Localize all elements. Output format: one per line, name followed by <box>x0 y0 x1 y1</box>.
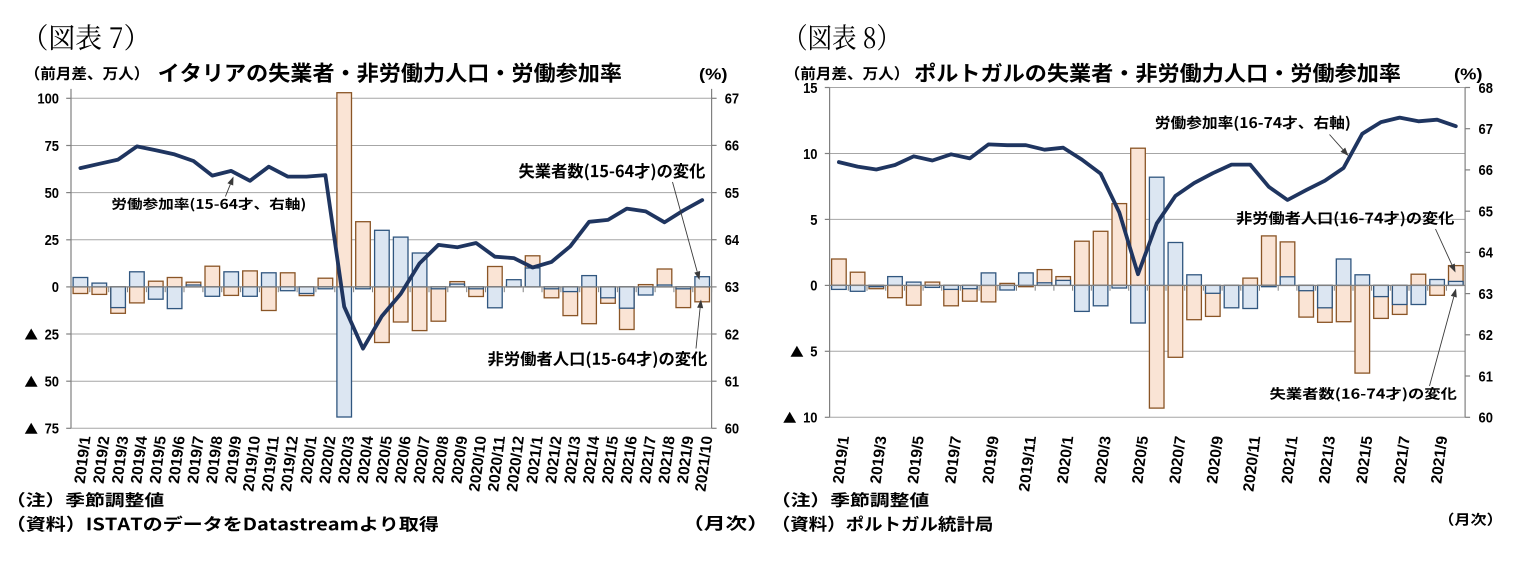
svg-text:2020/1: 2020/1 <box>298 435 321 484</box>
svg-text:2019/5: 2019/5 <box>905 435 928 484</box>
svg-text:10: 10 <box>803 146 817 163</box>
svg-text:10: 10 <box>803 410 817 427</box>
svg-text:75: 75 <box>45 138 59 155</box>
svg-text:2021/8: 2021/8 <box>656 435 679 484</box>
svg-text:5: 5 <box>810 344 817 361</box>
svg-text:62: 62 <box>1479 327 1493 344</box>
svg-text:2019/6: 2019/6 <box>166 435 189 484</box>
svg-text:67: 67 <box>1479 121 1493 138</box>
svg-text:2020/2: 2020/2 <box>317 435 340 484</box>
svg-text:2021/1: 2021/1 <box>1279 435 1302 484</box>
svg-text:2019/8: 2019/8 <box>204 435 227 484</box>
svg-text:2020/6: 2020/6 <box>392 435 415 484</box>
svg-text:60: 60 <box>725 421 739 438</box>
svg-text:2021/2: 2021/2 <box>543 435 566 484</box>
svg-text:66: 66 <box>725 138 739 155</box>
svg-text:2020/9: 2020/9 <box>1204 435 1227 484</box>
svg-text:2021/9: 2021/9 <box>1428 435 1451 484</box>
svg-text:65: 65 <box>725 185 739 202</box>
svg-text:2021/5: 2021/5 <box>599 435 622 484</box>
svg-text:2020/4: 2020/4 <box>354 435 377 484</box>
svg-text:2020/3: 2020/3 <box>1092 435 1115 484</box>
svg-text:2021/3: 2021/3 <box>562 435 585 484</box>
svg-text:64: 64 <box>1479 245 1494 262</box>
svg-text:2020/5: 2020/5 <box>1129 435 1152 484</box>
svg-text:2020/7: 2020/7 <box>1167 435 1190 484</box>
svg-text:2019/2: 2019/2 <box>91 435 114 484</box>
svg-text:2020/1: 2020/1 <box>1054 435 1077 484</box>
svg-text:2021/6: 2021/6 <box>618 435 641 484</box>
svg-text:15: 15 <box>803 80 817 97</box>
svg-text:50: 50 <box>45 185 59 202</box>
svg-text:100: 100 <box>37 91 59 108</box>
svg-text:63: 63 <box>725 279 739 296</box>
svg-text:2020/3: 2020/3 <box>335 435 358 484</box>
svg-text:62: 62 <box>725 326 739 343</box>
svg-text:2021/4: 2021/4 <box>580 435 603 484</box>
svg-text:61: 61 <box>725 374 739 391</box>
svg-text:2019/9: 2019/9 <box>222 435 245 484</box>
svg-text:0: 0 <box>810 278 817 295</box>
svg-text:2019/1: 2019/1 <box>72 435 95 484</box>
svg-text:25: 25 <box>45 326 59 343</box>
svg-text:(%): (%) <box>699 67 728 84</box>
svg-text:2021/3: 2021/3 <box>1316 435 1339 484</box>
svg-text:0: 0 <box>52 279 59 296</box>
svg-text:2020/5: 2020/5 <box>373 435 396 484</box>
svg-text:2021/1: 2021/1 <box>524 435 547 484</box>
svg-text:65: 65 <box>1479 204 1493 221</box>
svg-text:75: 75 <box>45 421 59 438</box>
svg-text:2019/1: 2019/1 <box>830 435 853 484</box>
svg-text:2021/5: 2021/5 <box>1354 435 1377 484</box>
svg-text:50: 50 <box>45 374 59 391</box>
svg-text:2020/7: 2020/7 <box>411 435 434 484</box>
svg-text:2019/3: 2019/3 <box>109 435 132 484</box>
svg-text:63: 63 <box>1479 286 1493 303</box>
svg-text:67: 67 <box>725 91 739 108</box>
svg-text:66: 66 <box>1479 162 1493 179</box>
svg-text:2019/7: 2019/7 <box>942 435 965 484</box>
svg-text:64: 64 <box>725 232 740 249</box>
svg-text:2019/3: 2019/3 <box>868 435 891 484</box>
svg-text:68: 68 <box>1479 80 1493 97</box>
svg-text:5: 5 <box>810 212 817 229</box>
svg-text:25: 25 <box>45 232 59 249</box>
svg-text:2019/7: 2019/7 <box>185 435 208 484</box>
svg-text:2020/9: 2020/9 <box>448 435 471 484</box>
svg-text:2021/9: 2021/9 <box>675 435 698 484</box>
svg-text:2020/8: 2020/8 <box>430 435 453 484</box>
svg-text:(%): (%) <box>1454 67 1483 84</box>
svg-text:2019/5: 2019/5 <box>147 435 170 484</box>
svg-text:2021/7: 2021/7 <box>637 435 660 484</box>
svg-text:61: 61 <box>1479 368 1493 385</box>
svg-text:2021/7: 2021/7 <box>1391 435 1414 484</box>
svg-text:2019/9: 2019/9 <box>980 435 1003 484</box>
svg-text:2019/4: 2019/4 <box>128 435 151 484</box>
svg-text:60: 60 <box>1479 410 1493 427</box>
